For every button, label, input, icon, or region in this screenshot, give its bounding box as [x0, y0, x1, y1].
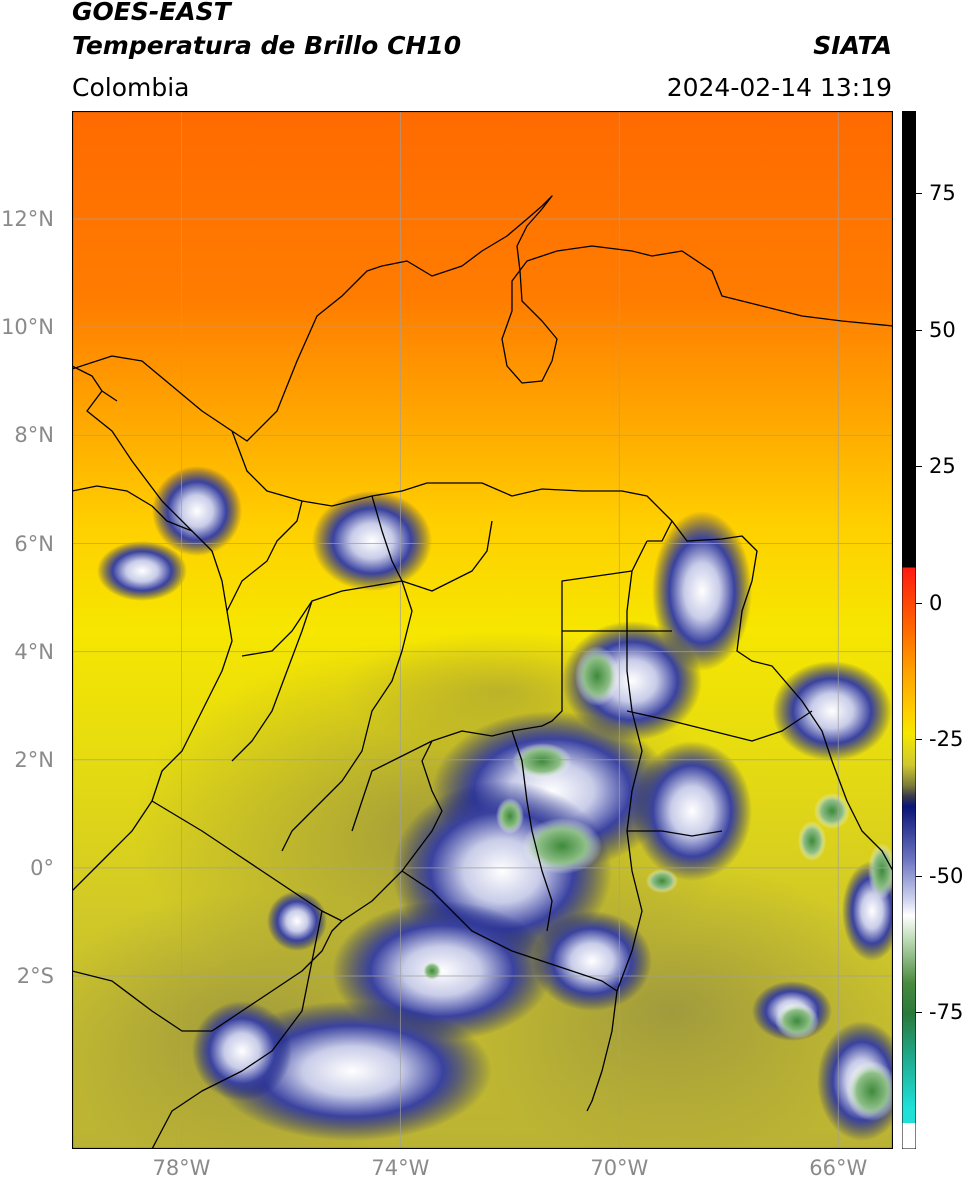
colorbar-tick-label: 0 — [929, 590, 943, 615]
colorbar-tick-label: 75 — [929, 180, 956, 205]
timestamp-label: 2024-02-14 13:19 — [666, 73, 892, 102]
colorbar-tick-mark — [916, 1012, 922, 1014]
region-label: Colombia — [72, 73, 190, 102]
longitude-label: 70°W — [590, 1156, 649, 1180]
coastline-and-borders — [72, 195, 893, 1149]
graticule — [72, 111, 893, 1149]
map-frame — [72, 111, 893, 1149]
cold-top-layer — [422, 646, 893, 1121]
longitude-label: 78°W — [152, 1156, 211, 1180]
colorbar-tick-mark — [916, 602, 922, 604]
latitude-label: 8°N — [14, 423, 54, 448]
longitude-label: 74°W — [371, 1156, 430, 1180]
latitude-label: 6°N — [14, 531, 54, 556]
longitude-label: 66°W — [809, 1156, 868, 1180]
latitude-label: 0° — [30, 855, 54, 880]
colorbar-tick-mark — [916, 192, 922, 194]
latitude-label: 4°N — [14, 639, 54, 664]
colorbar — [902, 111, 916, 1149]
colorbar-tick-mark — [916, 329, 922, 331]
latitude-label: 12°N — [1, 207, 54, 232]
colorbar-tick-label: -25 — [929, 727, 964, 752]
brand-label: SIATA — [813, 31, 892, 60]
latitude-label: 2°N — [14, 747, 54, 772]
colorbar-tick-label: 50 — [929, 317, 956, 342]
colorbar-tick-mark — [916, 739, 922, 741]
title-line-2: Temperatura de Brillo CH10 — [72, 31, 462, 60]
satellite-map — [72, 111, 893, 1149]
colorbar-tick-label: -75 — [929, 1000, 964, 1025]
latitude-label: 2°S — [16, 964, 54, 988]
colorbar-tick-mark — [916, 875, 922, 877]
colorbar-tick-label: -50 — [929, 863, 964, 888]
colorbar-tick-mark — [916, 466, 922, 468]
latitude-label: 10°N — [1, 315, 54, 340]
convective-cloud-layer — [97, 466, 893, 1141]
title-line-1: GOES-EAST — [72, 0, 231, 26]
colorbar-tick-label: 25 — [929, 454, 956, 479]
